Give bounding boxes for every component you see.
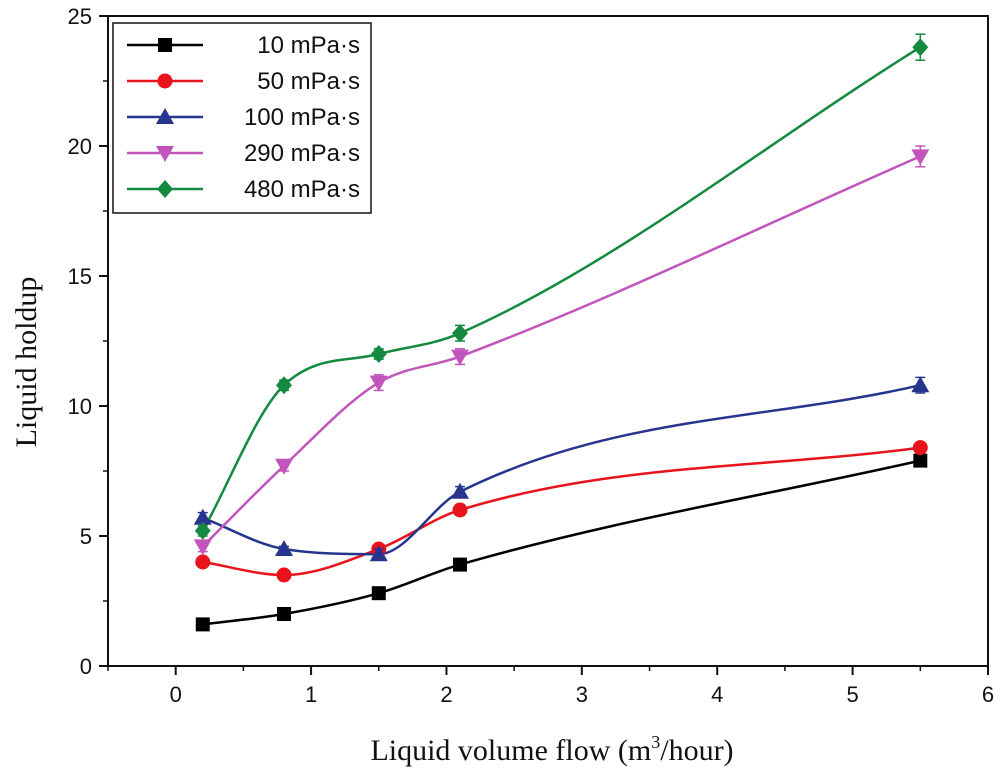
data-point-100 [911,376,930,393]
data-point-290 [275,458,293,475]
data-point-50 [452,502,468,518]
x-tick-label: 2 [440,682,452,707]
axes: 0 1 2 3 4 5 6 0 5 10 15 20 25 [68,4,995,707]
legend-marker-100 [156,108,174,124]
data-point-100 [369,545,388,562]
legend-label-480: 480 mPa·s [244,176,360,203]
y-tick-label: 10 [68,394,92,419]
legend-label-100: 100 mPa·s [244,104,360,131]
data-point-480 [194,521,211,540]
data-point-10 [453,557,467,572]
data-point-480 [370,345,387,363]
y-tick-label: 15 [68,264,92,289]
legend-marker-10 [158,38,172,52]
x-tick-label: 3 [576,682,588,707]
legend-marker-290 [156,146,174,162]
x-tick-label: 1 [305,682,317,707]
data-point-50 [276,567,292,583]
series-line-100 [202,383,921,556]
series-line-10 [202,459,921,626]
series-markers [193,33,930,632]
x-tick-label: 4 [711,682,723,707]
legend: 10 mPa·s 50 mPa·s 100 mPa·s 290 mPa·s 480 mP… [112,22,372,214]
legend-marker-480 [157,180,173,198]
data-point-10 [277,607,291,621]
data-point-100 [451,482,469,499]
data-point-480 [912,38,929,57]
series-line-50 [202,446,921,577]
y-tick-label: 5 [80,524,92,549]
x-tick-label: 0 [170,682,182,707]
x-tick-label: 5 [846,682,858,707]
data-point-100 [275,540,293,556]
x-axis-label: Liquid volume flow (m3/hour) [370,732,733,767]
data-point-100 [193,508,212,525]
data-point-10 [195,617,210,632]
y-axis-label: Liquid holdup [10,277,43,448]
data-point-290 [911,149,930,166]
y-tick-label: 25 [68,4,92,29]
data-point-10 [913,453,928,468]
data-point-480 [276,376,292,395]
series-line-290 [201,155,921,548]
y-tick-label: 0 [80,654,92,679]
data-point-50 [195,554,211,570]
legend-label-290: 290 mPa·s [244,140,360,167]
data-point-290 [451,349,469,366]
data-point-290 [193,539,212,556]
legend-label-10: 10 mPa·s [257,32,360,59]
x-tick-label: 6 [982,682,994,707]
legend-marker-50 [157,73,173,89]
series-line-480 [201,46,921,532]
data-point-480 [452,324,468,343]
data-point-10 [371,586,386,601]
data-point-290 [369,375,388,392]
data-point-50 [912,440,928,456]
y-tick-label: 20 [68,134,92,159]
series-curves [201,46,921,626]
legend-label-50: 50 mPa·s [257,68,360,95]
